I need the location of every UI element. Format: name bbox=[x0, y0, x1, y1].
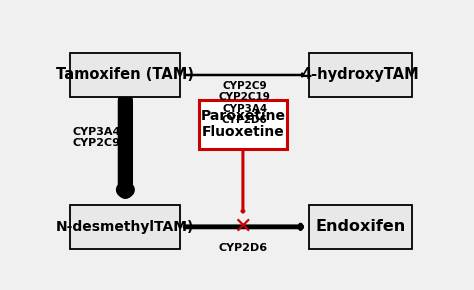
Text: CYP3A4
CYP2C9: CYP3A4 CYP2C9 bbox=[72, 127, 120, 148]
FancyBboxPatch shape bbox=[70, 53, 181, 97]
Text: ✕: ✕ bbox=[234, 217, 252, 237]
Text: CYP2C9
CYP2C19
CYP3A4
CYP2D6: CYP2C9 CYP2C19 CYP3A4 CYP2D6 bbox=[219, 81, 271, 125]
Text: Paroxetine
Fluoxetine: Paroxetine Fluoxetine bbox=[201, 109, 285, 139]
Text: 4-hydroxyTAM: 4-hydroxyTAM bbox=[301, 68, 419, 82]
Text: Endoxifen: Endoxifen bbox=[315, 219, 406, 234]
FancyBboxPatch shape bbox=[199, 99, 287, 149]
Text: CYP2D6: CYP2D6 bbox=[219, 242, 267, 253]
FancyBboxPatch shape bbox=[70, 204, 181, 249]
FancyBboxPatch shape bbox=[309, 53, 412, 97]
FancyBboxPatch shape bbox=[309, 204, 412, 249]
Text: Tamoxifen (TAM): Tamoxifen (TAM) bbox=[56, 68, 194, 82]
Text: N-desmethylTAM): N-desmethylTAM) bbox=[56, 220, 194, 234]
